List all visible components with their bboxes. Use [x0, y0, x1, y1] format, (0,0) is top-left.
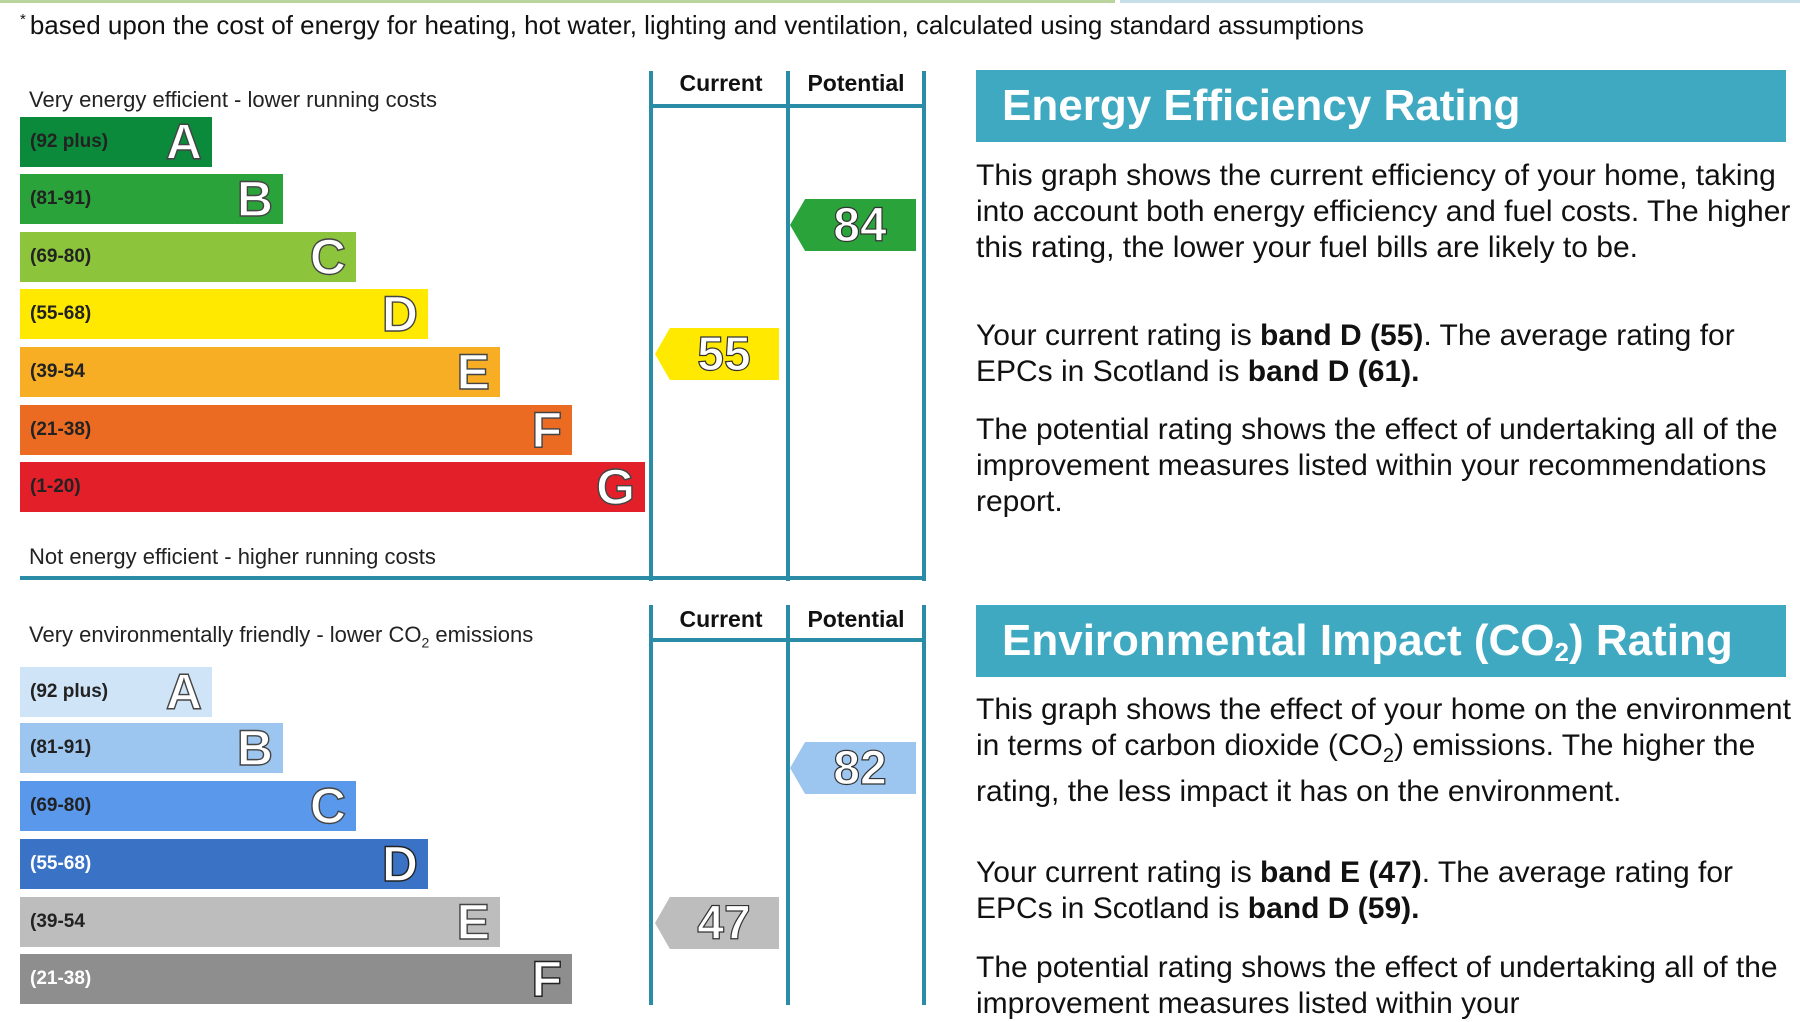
band-e: (39-54 E	[20, 896, 500, 948]
energy-efficiency-potential-note: The potential rating shows the effect of…	[976, 413, 1778, 518]
column-divider	[649, 605, 653, 1005]
current-rating-arrow: 55	[655, 328, 779, 380]
band-a: (92 plus) A	[20, 666, 212, 718]
energy-efficiency-description: This graph shows the current efficiency …	[976, 159, 1791, 264]
environmental-impact-heading: Environmental Impact (CO2) Rating	[976, 605, 1786, 677]
potential-rating-arrow: 84	[790, 199, 916, 251]
bottom-caption: Not energy efficient - higher running co…	[29, 544, 436, 569]
energy-efficiency-chart: Very energy efficient - lower running co…	[0, 65, 930, 581]
header-rule	[649, 104, 926, 108]
potential-column-header: Potential	[807, 606, 905, 632]
footnote: * based upon the cost of energy for heati…	[20, 10, 1364, 40]
column-divider	[922, 71, 926, 581]
bottom-rule	[20, 576, 926, 580]
band-b: (81-91) B	[20, 722, 283, 774]
environmental-impact-current-summary: Your current rating is band E (47). The …	[976, 856, 1734, 925]
top-border	[0, 0, 1800, 3]
header-rule	[649, 638, 926, 642]
band-b: (81-91) B	[20, 173, 283, 225]
current-rating-arrow: 47	[655, 897, 779, 949]
band-f: (21-38) F	[20, 953, 572, 1005]
column-divider	[649, 71, 653, 581]
column-divider	[786, 71, 790, 581]
band-g: (1-20) G	[20, 461, 645, 513]
energy-efficiency-current-summary: Your current rating is band D (55). The …	[976, 319, 1735, 388]
column-divider	[786, 605, 790, 1005]
potential-column-header: Potential	[807, 70, 905, 96]
band-f: (21-38) F	[20, 404, 572, 456]
current-column-header: Current	[679, 70, 763, 96]
energy-efficiency-heading: Energy Efficiency Rating	[976, 70, 1786, 142]
band-c: (69-80) C	[20, 231, 356, 283]
top-caption: Very environmentally friendly - lower CO…	[29, 622, 534, 651]
potential-rating-arrow: 82	[790, 742, 916, 794]
environmental-impact-description: This graph shows the effect of your home…	[976, 693, 1791, 808]
band-c: (69-80) C	[20, 780, 356, 832]
band-d: (55-68) D	[20, 838, 428, 890]
band-e: (39-54 E	[20, 346, 500, 398]
top-caption: Very energy efficient - lower running co…	[29, 87, 438, 112]
footnote-text: based upon the cost of energy for heatin…	[29, 10, 1364, 40]
current-column-header: Current	[679, 606, 763, 632]
environmental-impact-chart: Very environmentally friendly - lower CO…	[0, 600, 930, 1005]
environmental-impact-potential-note: The potential rating shows the effect of…	[976, 951, 1778, 1020]
column-divider	[922, 605, 926, 1005]
band-a: (92 plus) A	[20, 116, 212, 168]
band-d: (55-68) D	[20, 288, 428, 340]
